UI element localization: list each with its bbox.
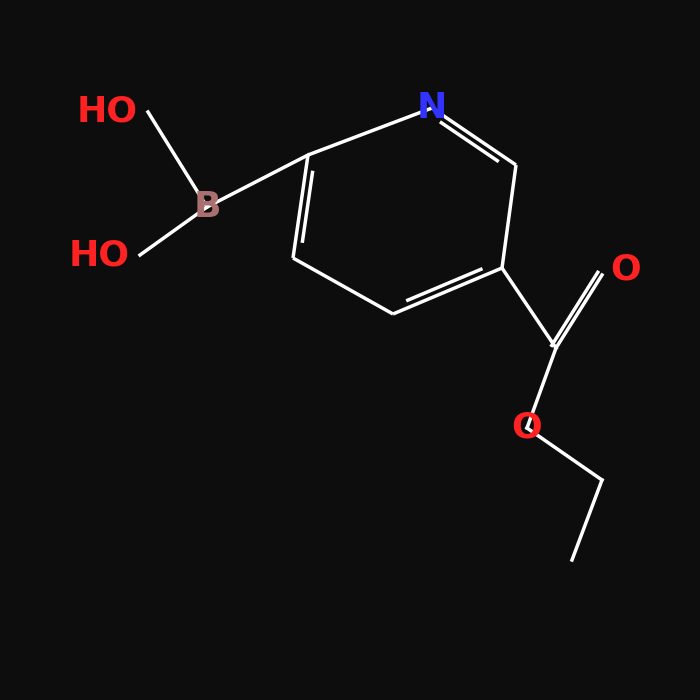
Text: HO: HO [77,95,138,129]
Text: O: O [512,411,542,445]
Text: N: N [416,91,447,125]
Text: O: O [610,253,641,287]
Text: B: B [193,190,220,224]
Text: HO: HO [69,238,130,272]
